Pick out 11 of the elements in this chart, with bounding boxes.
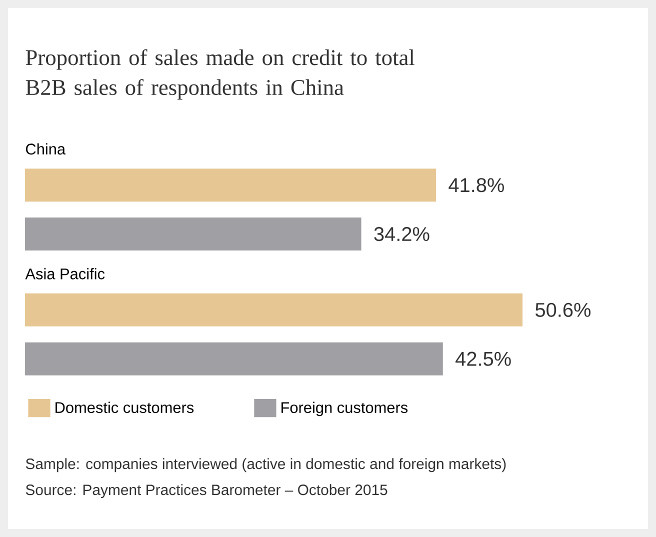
data-label: 34.2% — [374, 227, 430, 242]
y-tick-label: Asia Pacific — [25, 268, 105, 280]
y-tick-label: China — [26, 143, 66, 155]
legend-label: Foreign customers — [282, 402, 408, 416]
data-label: 50.6% — [536, 302, 590, 317]
data-label: 42.5% — [456, 352, 511, 366]
legend-label: Domestic customers — [56, 402, 194, 414]
chart-title: Proportion of sales made on credit to total B2B sales of respondents in China — [26, 49, 414, 100]
data-label: 41.8% — [448, 178, 504, 192]
text: Sample: companies interviewed (active in domestic and foreign markets) — [26, 458, 506, 472]
source-note: Source: Payment Practices Barometer – October 2015 — [26, 484, 388, 498]
